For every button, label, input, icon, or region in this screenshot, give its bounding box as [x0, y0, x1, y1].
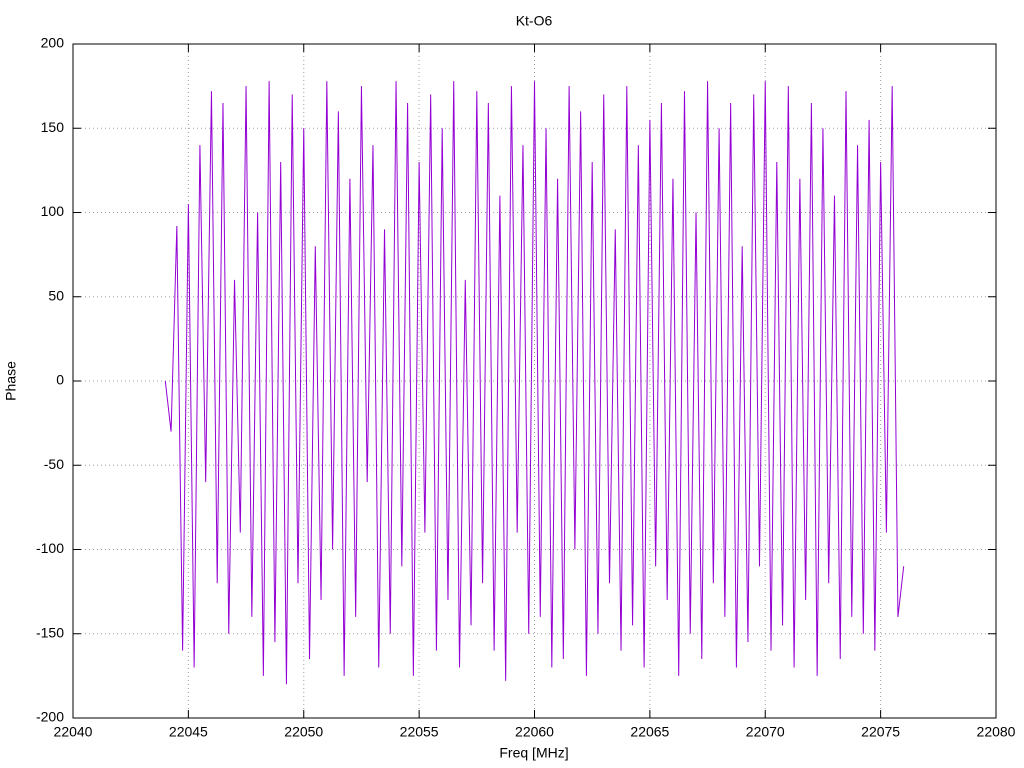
x-tick-label: 22065: [630, 724, 669, 740]
x-tick-label: 22070: [746, 724, 785, 740]
y-tick-label: 100: [41, 203, 65, 219]
y-tick-label: -50: [44, 456, 64, 472]
chart-title: Kt-O6: [516, 13, 553, 29]
x-tick-label: 22045: [169, 724, 208, 740]
y-tick-label: -150: [36, 624, 64, 640]
x-tick-label: 22050: [284, 724, 323, 740]
y-tick-label: 150: [41, 119, 65, 135]
y-axis-label: Phase: [3, 361, 19, 401]
x-tick-label: 22040: [54, 724, 93, 740]
y-tick-label: 0: [56, 372, 64, 388]
y-tick-label: -200: [36, 709, 64, 725]
y-tick-label: 50: [48, 287, 64, 303]
x-tick-label: 22060: [515, 724, 554, 740]
x-tick-label: 22075: [861, 724, 900, 740]
data-line: [164, 81, 905, 685]
x-tick-label: 22055: [400, 724, 439, 740]
plot-border: [72, 43, 997, 719]
y-tick-label: 200: [41, 35, 65, 51]
y-tick-label: -100: [36, 540, 64, 556]
x-axis-label: Freq [MHz]: [499, 745, 568, 761]
x-tick-label: 22080: [977, 724, 1016, 740]
